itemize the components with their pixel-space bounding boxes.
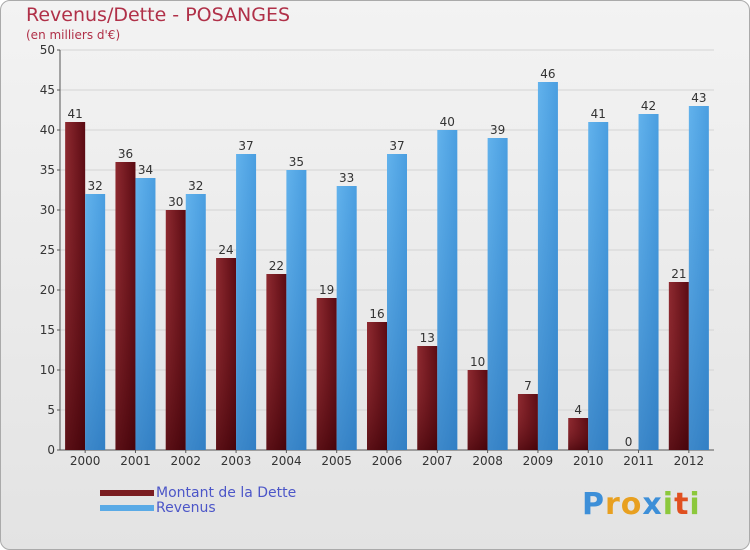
bar-debt-shade xyxy=(165,210,186,450)
chart-subtitle: (en milliers d'€) xyxy=(26,28,121,42)
bar-debt-shade xyxy=(568,418,589,450)
x-tick-label: 2011 xyxy=(623,454,654,468)
data-label-debt: 36 xyxy=(118,147,133,161)
bar-debt-shade xyxy=(417,346,438,450)
data-label-debt: 16 xyxy=(369,307,384,321)
y-tick-label: 50 xyxy=(40,43,55,57)
proxiti-logo: Proxiti xyxy=(582,487,701,522)
bar-revenue-shade xyxy=(135,178,156,450)
data-label-revenue: 43 xyxy=(691,91,706,105)
y-tick-label: 25 xyxy=(40,243,55,257)
data-label-revenue: 41 xyxy=(591,107,606,121)
bar-debt-shade xyxy=(316,298,337,450)
bar-debt-shade xyxy=(467,370,488,450)
bar-revenue-shade xyxy=(336,186,357,450)
bar-revenue-shade xyxy=(588,122,609,450)
x-tick-label: 2007 xyxy=(422,454,453,468)
bar-debt-shade xyxy=(216,258,237,450)
logo-letter: i xyxy=(689,487,701,522)
y-tick-label: 5 xyxy=(47,403,55,417)
x-tick-label: 2010 xyxy=(573,454,604,468)
bar-revenue-shade xyxy=(537,82,558,450)
data-label-revenue: 40 xyxy=(440,115,455,129)
bar-debt-shade xyxy=(115,162,136,450)
bar-debt-shade xyxy=(668,282,689,450)
data-label-debt: 7 xyxy=(524,379,532,393)
x-tick-label: 2000 xyxy=(70,454,101,468)
data-label-debt: 22 xyxy=(269,259,284,273)
data-label-debt: 10 xyxy=(470,355,485,369)
legend-swatch-revenue xyxy=(100,505,154,511)
data-label-debt: 0 xyxy=(625,435,633,449)
bar-debt-shade xyxy=(367,322,387,450)
x-tick-label: 2002 xyxy=(170,454,201,468)
data-label-debt: 24 xyxy=(218,243,233,257)
logo-letter: x xyxy=(642,487,663,522)
data-label-debt: 4 xyxy=(574,403,582,417)
data-label-revenue: 37 xyxy=(238,139,253,153)
x-tick-label: 2001 xyxy=(120,454,151,468)
x-tick-label: 2012 xyxy=(674,454,705,468)
y-tick-label: 10 xyxy=(40,363,55,377)
x-tick-label: 2009 xyxy=(523,454,554,468)
data-label-debt: 41 xyxy=(68,107,83,121)
logo-letter: i xyxy=(662,487,675,522)
data-label-revenue: 35 xyxy=(289,155,304,169)
bar-debt-shade xyxy=(517,394,538,450)
bar-debt-shade xyxy=(65,122,86,450)
bar-revenue-shade xyxy=(688,106,709,450)
bar-revenue-shade xyxy=(638,114,659,450)
legend-swatch-debt xyxy=(100,490,154,496)
legend-label-revenue: Revenus xyxy=(156,500,216,516)
x-tick-label: 2003 xyxy=(221,454,252,468)
data-label-revenue: 39 xyxy=(490,123,505,137)
data-label-debt: 19 xyxy=(319,283,334,297)
bar-revenue-shade xyxy=(185,194,206,450)
logo-letter: P xyxy=(582,487,605,522)
logo-letter: o xyxy=(620,487,643,522)
logo-letter: t xyxy=(674,487,690,522)
data-label-revenue: 37 xyxy=(389,139,404,153)
data-label-revenue: 32 xyxy=(188,179,203,193)
y-tick-label: 35 xyxy=(40,163,55,177)
x-tick-label: 2006 xyxy=(372,454,403,468)
data-label-revenue: 46 xyxy=(540,67,555,81)
logo-letter: r xyxy=(605,487,621,522)
data-label-revenue: 42 xyxy=(641,99,656,113)
bar-revenue-shade xyxy=(236,154,257,450)
data-label-revenue: 34 xyxy=(138,163,153,177)
x-tick-label: 2004 xyxy=(271,454,302,468)
chart-title: Revenus/Dette - POSANGES xyxy=(26,4,291,26)
bar-revenue-shade xyxy=(387,154,407,450)
bar-debt-shade xyxy=(266,274,287,450)
data-label-debt: 13 xyxy=(420,331,435,345)
data-label-revenue: 32 xyxy=(88,179,103,193)
y-tick-label: 15 xyxy=(40,323,55,337)
y-tick-label: 45 xyxy=(40,83,55,97)
y-tick-label: 20 xyxy=(40,283,55,297)
y-tick-label: 30 xyxy=(40,203,55,217)
y-tick-label: 40 xyxy=(40,123,55,137)
bar-revenue-shade xyxy=(85,194,106,450)
data-label-debt: 30 xyxy=(168,195,183,209)
bar-revenue-shade xyxy=(286,170,307,450)
x-tick-label: 2008 xyxy=(472,454,503,468)
bar-revenue-shade xyxy=(487,138,508,450)
data-label-revenue: 33 xyxy=(339,171,354,185)
data-label-debt: 21 xyxy=(671,267,686,281)
bar-revenue-shade xyxy=(437,130,458,450)
x-tick-label: 2005 xyxy=(321,454,352,468)
y-tick-label: 0 xyxy=(47,443,55,457)
legend-label-debt: Montant de la Dette xyxy=(156,485,297,501)
